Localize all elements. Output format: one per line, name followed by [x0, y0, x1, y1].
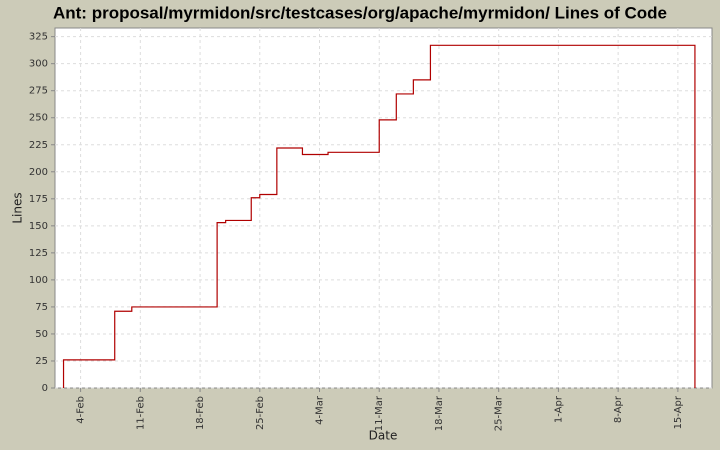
x-tick-label: 18-Mar [434, 395, 445, 431]
x-tick-label: 4-Mar [315, 395, 326, 425]
y-tick-label: 200 [29, 167, 48, 178]
x-tick-label: 15-Apr [673, 395, 684, 429]
x-tick-label: 11-Mar [374, 395, 385, 431]
y-tick-label: 125 [29, 248, 48, 259]
y-tick-label: 100 [29, 275, 48, 286]
y-tick-label: 50 [35, 329, 48, 340]
y-tick-label: 225 [29, 140, 48, 151]
x-axis-label: Date [369, 429, 398, 443]
y-tick-label: 175 [29, 194, 48, 205]
x-tick-label: 18-Feb [195, 396, 206, 430]
x-tick-label: 4-Feb [76, 396, 87, 424]
x-tick-label: 25-Feb [255, 396, 266, 430]
y-tick-label: 275 [29, 86, 48, 97]
plot-area [54, 27, 713, 389]
y-tick-label: 150 [29, 221, 48, 232]
x-tick-label: 1-Apr [553, 395, 564, 423]
y-tick-label: 300 [29, 59, 48, 70]
y-tick-label: 25 [35, 356, 48, 367]
y-axis-label: Lines [11, 192, 25, 223]
chart-title: Ant: proposal/myrmidon/src/testcases/org… [53, 3, 667, 22]
x-tick-label: 8-Apr [613, 395, 624, 423]
y-tick-label: 75 [35, 302, 48, 313]
data-line [62, 44, 696, 388]
x-tick-label: 25-Mar [494, 395, 505, 431]
y-tick-label: 0 [42, 383, 48, 394]
y-tick-label: 250 [29, 113, 48, 124]
y-tick-label: 325 [29, 32, 48, 43]
x-tick-label: 11-Feb [135, 396, 146, 430]
